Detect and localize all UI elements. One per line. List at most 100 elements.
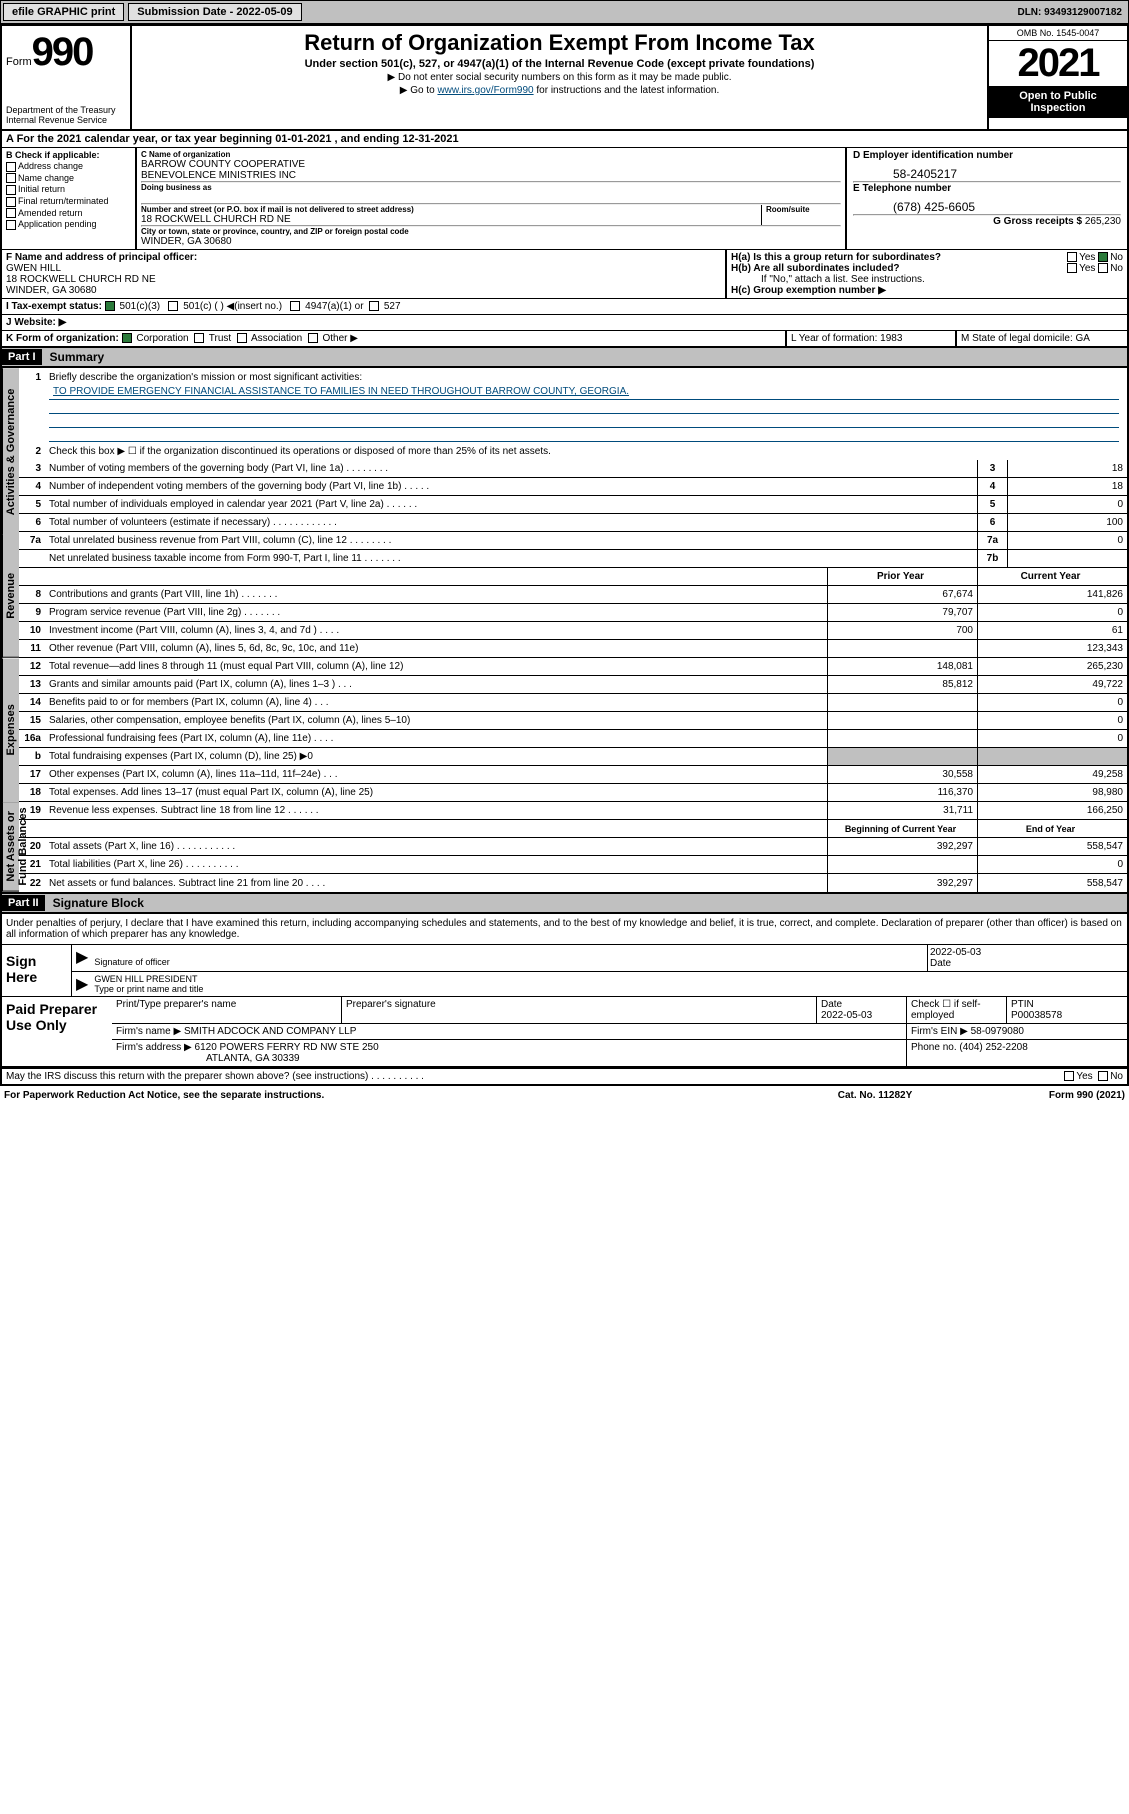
form-note-ssn: ▶ Do not enter social security numbers o… bbox=[136, 72, 983, 83]
prep-date: 2022-05-03 bbox=[821, 1010, 872, 1021]
netassets-label: Net Assets or Fund Balances bbox=[2, 803, 19, 892]
ein-column: D Employer identification number 58-2405… bbox=[847, 148, 1127, 249]
state-domicile: M State of legal domicile: GA bbox=[957, 331, 1127, 346]
curr-16a: 0 bbox=[977, 730, 1127, 747]
tax-exempt-row: I Tax-exempt status: 501(c)(3) 501(c) ( … bbox=[0, 299, 1129, 315]
val-7a: 0 bbox=[1007, 532, 1127, 549]
prior-14 bbox=[827, 694, 977, 711]
firm-addr2: ATLANTA, GA 30339 bbox=[116, 1053, 300, 1064]
mission-text: TO PROVIDE EMERGENCY FINANCIAL ASSISTANC… bbox=[53, 386, 629, 397]
sig-date: 2022-05-03 bbox=[930, 947, 981, 958]
prior-11 bbox=[827, 640, 977, 657]
prior-16a bbox=[827, 730, 977, 747]
prior-13: 85,812 bbox=[827, 676, 977, 693]
curr-12: 265,230 bbox=[977, 658, 1127, 675]
prior-10: 700 bbox=[827, 622, 977, 639]
curr-11: 123,343 bbox=[977, 640, 1127, 657]
discuss-row: May the IRS discuss this return with the… bbox=[0, 1068, 1129, 1086]
open-to-public-badge: Open to Public Inspection bbox=[989, 86, 1127, 118]
dept-label: Department of the Treasury Internal Reve… bbox=[6, 105, 126, 125]
firm-addr1: 6120 POWERS FERRY RD NW STE 250 bbox=[195, 1042, 379, 1053]
revenue-label: Revenue bbox=[2, 535, 19, 658]
boy-22: 392,297 bbox=[827, 874, 977, 892]
officer-name-title: GWEN HILL PRESIDENT bbox=[94, 974, 197, 984]
governance-label: Activities & Governance bbox=[2, 368, 19, 535]
boy-20: 392,297 bbox=[827, 838, 977, 855]
val-6: 100 bbox=[1007, 514, 1127, 531]
form-header: Form990 Department of the Treasury Inter… bbox=[0, 24, 1129, 131]
signature-arrow-icon: ▶ bbox=[72, 945, 92, 971]
website-row: J Website: ▶ bbox=[0, 315, 1129, 331]
efile-print-button[interactable]: efile GRAPHIC print bbox=[3, 3, 124, 21]
prior-17: 30,558 bbox=[827, 766, 977, 783]
expenses-label: Expenses bbox=[2, 658, 19, 803]
prior-9: 79,707 bbox=[827, 604, 977, 621]
curr-18: 98,980 bbox=[977, 784, 1127, 801]
form-ref: Form 990 (2021) bbox=[975, 1090, 1125, 1101]
phone-value: (678) 425-6605 bbox=[853, 194, 1121, 214]
prior-8: 67,674 bbox=[827, 586, 977, 603]
footer: For Paperwork Reduction Act Notice, see … bbox=[0, 1086, 1129, 1105]
submission-date-label: Submission Date - 2022-05-09 bbox=[128, 3, 301, 21]
val-4: 18 bbox=[1007, 478, 1127, 495]
org-name-2: BENEVOLENCE MINISTRIES INC bbox=[141, 170, 841, 181]
firm-phone: (404) 252-2208 bbox=[959, 1042, 1027, 1053]
section-a-row: A For the 2021 calendar year, or tax yea… bbox=[0, 131, 1129, 148]
ein-value: 58-2405217 bbox=[853, 161, 1121, 181]
eoy-20: 558,547 bbox=[977, 838, 1127, 855]
org-name-1: BARROW COUNTY COOPERATIVE bbox=[141, 159, 841, 170]
omb-number: OMB No. 1545-0047 bbox=[989, 26, 1127, 41]
eoy-21: 0 bbox=[977, 856, 1127, 873]
signature-arrow-icon: ▶ bbox=[72, 972, 92, 996]
form-title: Return of Organization Exempt From Incom… bbox=[136, 30, 983, 56]
paperwork-notice: For Paperwork Reduction Act Notice, see … bbox=[4, 1090, 775, 1101]
part1-header: Part I Summary bbox=[0, 348, 1129, 368]
form-subtitle: Under section 501(c), 527, or 4947(a)(1)… bbox=[136, 58, 983, 70]
boy-21 bbox=[827, 856, 977, 873]
val-3: 18 bbox=[1007, 460, 1127, 477]
org-name-block: C Name of organization BARROW COUNTY COO… bbox=[137, 148, 847, 249]
dln-label: DLN: 93493129007182 bbox=[1011, 5, 1128, 20]
top-toolbar: efile GRAPHIC print Submission Date - 20… bbox=[0, 0, 1129, 24]
org-info-row: B Check if applicable: Address change Na… bbox=[0, 148, 1129, 250]
curr-14: 0 bbox=[977, 694, 1127, 711]
form-note-link: ▶ Go to www.irs.gov/Form990 for instruct… bbox=[136, 85, 983, 96]
curr-15: 0 bbox=[977, 712, 1127, 729]
prior-19: 31,711 bbox=[827, 802, 977, 819]
curr-17: 49,258 bbox=[977, 766, 1127, 783]
paid-preparer-label: Paid Preparer Use Only bbox=[2, 997, 112, 1066]
prior-18: 116,370 bbox=[827, 784, 977, 801]
curr-19: 166,250 bbox=[977, 802, 1127, 819]
gross-receipts: 265,230 bbox=[1085, 216, 1121, 227]
curr-13: 49,722 bbox=[977, 676, 1127, 693]
sign-here-label: Sign Here bbox=[2, 945, 72, 996]
form-word: Form bbox=[6, 56, 32, 68]
tax-year: 2021 bbox=[989, 41, 1127, 86]
form-number: 990 bbox=[32, 30, 93, 74]
firm-ein: 58-0979080 bbox=[971, 1026, 1024, 1037]
irs-link[interactable]: www.irs.gov/Form990 bbox=[437, 85, 533, 96]
org-city: WINDER, GA 30680 bbox=[141, 236, 841, 247]
year-formation: L Year of formation: 1983 bbox=[787, 331, 957, 346]
curr-8: 141,826 bbox=[977, 586, 1127, 603]
officer-name: GWEN HILL bbox=[6, 263, 61, 274]
check-applicable-col: B Check if applicable: Address change Na… bbox=[2, 148, 137, 249]
firm-name: SMITH ADCOCK AND COMPANY LLP bbox=[184, 1026, 356, 1037]
officer-addr2: WINDER, GA 30680 bbox=[6, 285, 97, 296]
org-street: 18 ROCKWELL CHURCH RD NE bbox=[141, 214, 761, 225]
summary-section: Activities & Governance Revenue Expenses… bbox=[0, 368, 1129, 894]
officer-h-row: F Name and address of principal officer:… bbox=[0, 250, 1129, 299]
cat-no: Cat. No. 11282Y bbox=[775, 1090, 975, 1101]
prior-15 bbox=[827, 712, 977, 729]
val-5: 0 bbox=[1007, 496, 1127, 513]
penalty-declaration: Under penalties of perjury, I declare th… bbox=[2, 914, 1127, 945]
curr-10: 61 bbox=[977, 622, 1127, 639]
form-org-row: K Form of organization: Corporation Trus… bbox=[0, 331, 1129, 348]
prior-12: 148,081 bbox=[827, 658, 977, 675]
officer-addr1: 18 ROCKWELL CHURCH RD NE bbox=[6, 274, 156, 285]
part2-header: Part II Signature Block bbox=[0, 894, 1129, 914]
ptin-value: P00038578 bbox=[1011, 1010, 1062, 1021]
curr-9: 0 bbox=[977, 604, 1127, 621]
tax-year-dates: A For the 2021 calendar year, or tax yea… bbox=[2, 131, 463, 147]
val-7b bbox=[1007, 550, 1127, 567]
